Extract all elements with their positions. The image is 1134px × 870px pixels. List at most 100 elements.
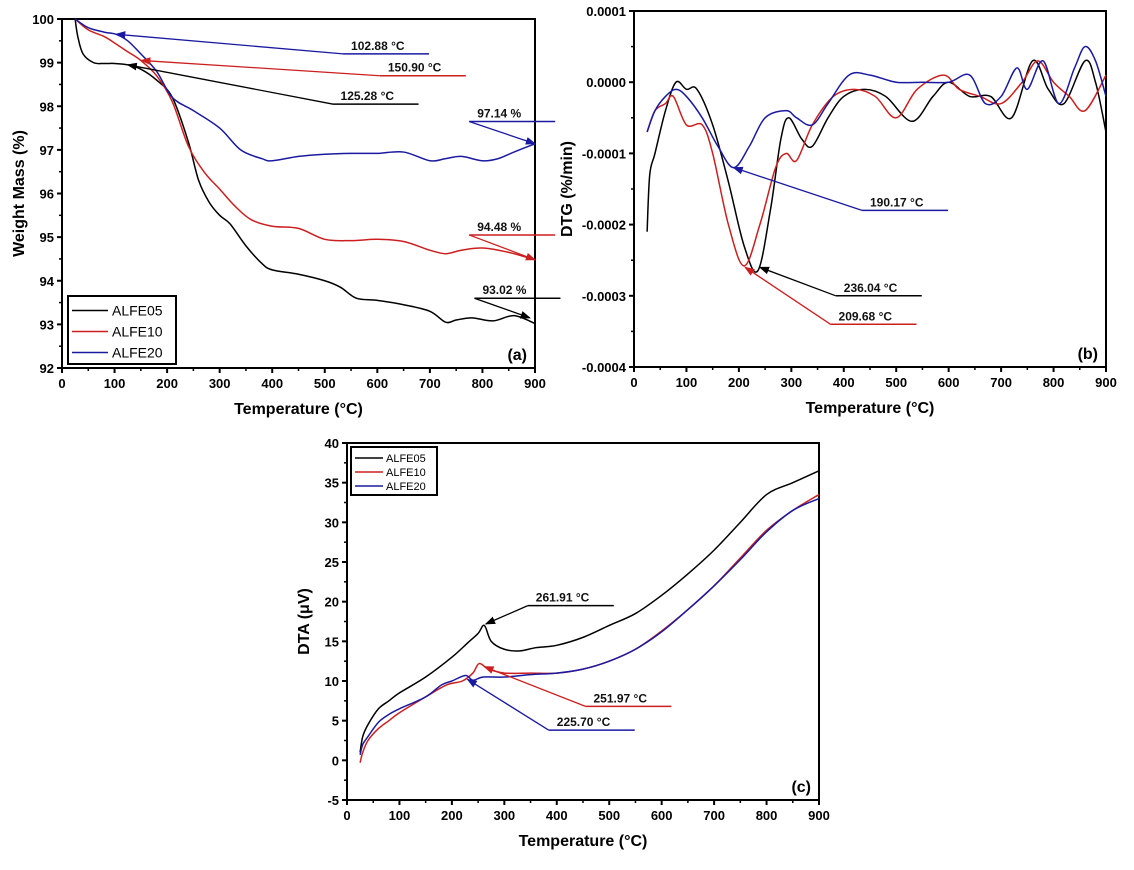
annotation-label: 150.90 °C [388,61,442,75]
y-tick-label: 97 [40,143,54,158]
y-tick-label: 35 [325,476,339,491]
y-tick-label: 99 [40,56,54,71]
x-tick-label: 200 [728,375,750,390]
chart-dtg: 0 100 200 300 400 500 600 700 800 900 -0.0004 -0.00… [559,4,1117,417]
x-tick-label: 800 [756,808,778,823]
y-tick-label: 98 [40,99,54,114]
x-tick-label: 600 [651,808,673,823]
x-tick-label: 200 [156,376,178,391]
annotation-label: 102.88 °C [351,39,405,53]
annotation-label: 93.02 % [482,283,526,297]
annotation-label: 261.91 °C [536,591,590,605]
annotation-arrow [484,605,529,625]
y-tick-label: 40 [325,436,339,451]
x-tick-label: 300 [209,376,231,391]
y-tick-label: -0.0002 [582,218,626,233]
x-axis-label: Temperature (°C) [519,833,648,850]
annotation-label: 94.48 % [477,220,521,234]
legend-label: ALFE10 [112,324,163,340]
x-tick-label: 0 [343,808,350,823]
x-tick-label: 500 [314,376,336,391]
annotation-label: 209.68 °C [839,309,893,323]
series-line-alfe20 [359,497,820,755]
chart-tga: 0 100 200 300 400 500 600 700 800 900 92 93 94 95 96 97… [11,12,561,418]
y-tick-label: 93 [40,317,54,332]
chart-dta: 0 100 200 300 400 500 600 700 800 900 -5 0 5 10 15 20 25… [296,436,830,850]
x-tick-label: 800 [472,376,494,391]
annotation-label: 251.97 °C [593,691,647,705]
series-line-alfe05 [359,470,820,753]
y-tick-label: 30 [325,515,339,530]
annotation-arrow [483,666,586,707]
x-tick-label: 700 [703,808,725,823]
x-tick-label: 0 [58,376,65,391]
legend-label: ALFE05 [386,453,426,465]
y-tick-label: -0.0004 [582,360,627,375]
x-tick-label: 800 [1043,375,1065,390]
panel-label: (c) [791,779,811,796]
y-tick-label: 0.0000 [586,75,626,90]
y-tick-label: -0.0003 [582,289,626,304]
y-tick-label: 100 [32,12,54,27]
x-tick-label: 900 [808,808,830,823]
x-tick-label: 100 [389,808,411,823]
x-axis-label: Temperature (°C) [806,400,935,417]
legend-label: ALFE20 [112,345,163,361]
legend-label: ALFE05 [112,303,163,319]
panel-label: (b) [1078,346,1098,363]
annotation-arrow [126,62,333,105]
legend-box [350,446,438,496]
annotation-label: 125.28 °C [341,89,395,103]
annotation-arrow [140,57,380,77]
x-tick-label: 600 [366,376,388,391]
x-tick-label: 0 [630,375,637,390]
x-tick-label: 400 [261,376,283,391]
y-tick-label: 92 [40,361,54,376]
y-tick-label: -5 [327,793,339,808]
y-tick-label: 96 [40,187,54,202]
y-tick-label: 94 [40,274,55,289]
x-tick-label: 300 [780,375,802,390]
y-tick-label: -0.0001 [582,146,626,161]
y-tick-label: 10 [325,674,339,689]
annotation-arrow [744,266,831,325]
x-tick-label: 100 [104,376,126,391]
x-tick-label: 100 [676,375,698,390]
plot-frame [346,442,820,801]
annotation-arrow [466,678,550,731]
x-tick-label: 400 [833,375,855,390]
series-line-alfe05 [74,18,536,325]
y-tick-label: 0 [332,753,339,768]
x-tick-label: 700 [419,376,441,391]
y-tick-label: 15 [325,634,339,649]
y-tick-label: 0.0001 [586,4,626,19]
y-axis-label: DTG (%/min) [559,141,576,237]
y-tick-label: 20 [325,595,339,610]
annotation-label: 225.70 °C [557,715,611,729]
y-tick-label: 5 [332,714,339,729]
legend-label: ALFE10 [386,467,426,479]
x-tick-label: 200 [441,808,463,823]
x-tick-label: 300 [493,808,515,823]
y-tick-label: 25 [325,555,339,570]
annotation-label: 236.04 °C [844,281,898,295]
series-line-alfe20 [646,45,1107,169]
legend-label: ALFE20 [386,481,426,493]
annotation-arrow [758,266,837,297]
x-tick-label: 900 [1095,375,1117,390]
annotation-label: 97.14 % [477,107,521,121]
series-line-alfe20 [74,18,536,162]
x-tick-label: 600 [938,375,960,390]
panel-label: (a) [507,347,527,364]
annotation-arrow [732,166,863,211]
annotation-arrow [468,234,537,261]
annotation-arrow [468,120,537,145]
series-line-alfe05 [646,59,1107,273]
y-axis-label: Weight Mass (%) [11,130,28,257]
x-tick-label: 500 [885,375,907,390]
x-tick-label: 700 [990,375,1012,390]
x-tick-label: 500 [598,808,620,823]
x-tick-label: 900 [524,376,546,391]
x-tick-label: 400 [546,808,568,823]
